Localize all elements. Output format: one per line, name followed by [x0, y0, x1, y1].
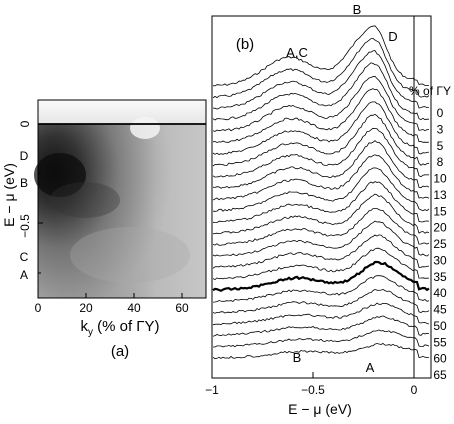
- right-axis-label: 20: [433, 221, 447, 235]
- edc-curve: [212, 127, 430, 178]
- band-label-c: C: [20, 250, 29, 264]
- panel-a-label: (a): [111, 343, 129, 360]
- panel-a: 0 20 40 60 0 −0.5 E − μ (eV) ky (% of ΓY…: [1, 99, 207, 360]
- right-axis-label: 60: [433, 352, 447, 366]
- edc-curve: [212, 25, 429, 87]
- panel-b-x-ticks: [211, 372, 415, 378]
- right-axis-label: 3: [437, 122, 444, 136]
- edc-curve: [212, 75, 430, 132]
- panel-a-ytick-neg05: −0.5: [18, 214, 32, 238]
- panel-a-x-ticks: [37, 293, 183, 298]
- panel-a-y-ticks: [38, 123, 43, 274]
- edc-curve: [212, 167, 430, 212]
- right-axis-title: % of ΓY: [409, 84, 451, 98]
- edc-curve: [212, 193, 430, 235]
- peak-label-top-ac: A,C: [286, 45, 308, 60]
- edc-curve: [212, 275, 430, 303]
- panel-b-label: (b): [236, 36, 254, 53]
- panel-a-heatmap: [34, 100, 206, 298]
- right-axis-label: 10: [433, 172, 447, 186]
- edc-curve: [212, 37, 430, 99]
- edc-curve: [212, 247, 430, 280]
- edc-curve: [212, 62, 429, 121]
- edc-curve: [212, 288, 430, 314]
- band-label-b: B: [20, 176, 28, 190]
- edc-curve: [212, 302, 430, 326]
- edc-curve: [212, 181, 430, 224]
- panel-b-xtick-0: 0: [411, 383, 418, 397]
- right-axis-label: 65: [433, 368, 447, 382]
- edc-curve: [212, 154, 430, 201]
- panel-b-xlabel: E − μ (eV): [288, 401, 352, 417]
- panel-a-xlabel: ky (% of ΓY): [80, 318, 159, 338]
- panel-b-xtick-neg05: −0.5: [301, 383, 325, 397]
- panel-b-frame: [211, 15, 432, 379]
- right-axis-label: 45: [433, 303, 447, 317]
- panel-a-ytick-0: 0: [18, 120, 32, 127]
- edc-curve: [212, 101, 430, 155]
- right-axis-label: 0: [437, 106, 444, 120]
- panel-b-xtick-neg1: −1: [205, 383, 219, 397]
- edc-curve: [212, 88, 430, 143]
- panel-b: −1 −0.5 0 E − μ (eV) (b) B A,C D B A % o…: [205, 2, 451, 417]
- edc-curves: [212, 25, 430, 360]
- panel-a-xtick-40: 40: [127, 301, 141, 315]
- right-axis-label: 8: [437, 155, 444, 169]
- right-axis-label: 40: [433, 286, 447, 300]
- panel-a-xtick-60: 60: [175, 301, 189, 315]
- right-axis-label: 25: [433, 237, 447, 251]
- panel-a-xtick-0: 0: [35, 301, 42, 315]
- right-axis-label: 15: [433, 204, 447, 218]
- right-axis-label: 30: [433, 253, 447, 267]
- panel-a-frame: [37, 99, 207, 299]
- right-axis-label: 35: [433, 270, 447, 284]
- panel-a-xtick-20: 20: [79, 301, 93, 315]
- edc-curve: [212, 208, 430, 246]
- peak-label-top-b: B: [353, 2, 362, 17]
- edc-curve: [212, 113, 430, 167]
- edc-curve: [212, 260, 430, 293]
- right-axis-label: 55: [433, 335, 447, 349]
- peak-label-bottom-b: B: [293, 350, 302, 365]
- edc-curve: [213, 329, 430, 348]
- band-label-a: A: [20, 268, 28, 282]
- right-axis-label: 5: [437, 139, 444, 153]
- panel-a-ylabel: E − μ (eV): [1, 163, 17, 227]
- right-axis-label: 50: [433, 319, 447, 333]
- edc-curve: [212, 140, 430, 189]
- peak-label-bottom-a: A: [366, 360, 375, 375]
- edc-curve: [212, 50, 429, 110]
- right-axis-label: 13: [433, 188, 447, 202]
- edc-curve: [212, 315, 430, 337]
- peak-label-top-d: D: [388, 29, 397, 44]
- edc-curve: [212, 343, 430, 360]
- edc-curve: [212, 220, 430, 257]
- edc-curve: [212, 234, 430, 269]
- band-label-d: D: [20, 149, 29, 163]
